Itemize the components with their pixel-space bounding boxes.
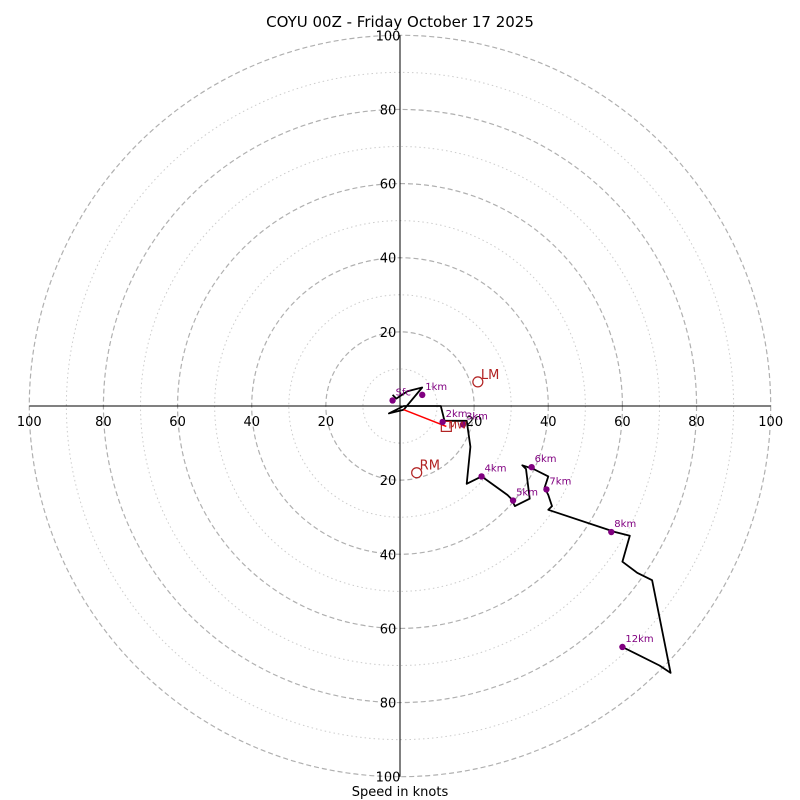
shear-vector xyxy=(403,409,452,432)
storm-motion-marker xyxy=(411,467,423,479)
y-tick-label: 80 xyxy=(380,697,397,712)
x-tick-label: 40 xyxy=(243,415,260,430)
height-marker-point xyxy=(528,463,535,471)
x-tick-label: 100 xyxy=(17,415,42,430)
axes xyxy=(29,35,771,777)
y-tick-label: 80 xyxy=(380,103,397,118)
y-tick-label: 40 xyxy=(380,252,397,267)
y-tick-label: 20 xyxy=(380,474,397,489)
storm-motion-marker xyxy=(472,376,484,388)
height-marker-point xyxy=(459,421,467,428)
hodograph-line xyxy=(387,386,672,674)
height-marker-point xyxy=(389,397,396,404)
height-marker-point xyxy=(608,528,615,536)
height-marker-label: 1km xyxy=(425,382,447,393)
hodograph-trace xyxy=(387,386,672,674)
height-marker-point xyxy=(619,643,626,651)
height-marker-label: 2km xyxy=(446,409,468,420)
y-tick-label: 40 xyxy=(380,548,397,563)
storm-motion-label: RM xyxy=(420,459,440,474)
tick-labels: 20 20 20 20 40 40 40 40 60 60 60 60 80 80 80 80 100 100 10… xyxy=(17,29,783,785)
height-marker-point xyxy=(543,486,550,493)
x-tick-label: 20 xyxy=(466,415,483,430)
chart-title: COYU 00Z - Friday October 17 2025 xyxy=(266,13,534,31)
height-marker-label: 12km xyxy=(625,634,653,645)
height-marker-label: 8km xyxy=(614,519,636,530)
mean-wind-label: MW xyxy=(448,420,467,431)
y-tick-label: 100 xyxy=(376,29,401,44)
storm-motion-markers: LM RM MW xyxy=(411,368,499,479)
height-marker-label: 4km xyxy=(485,463,507,474)
y-tick-label: 60 xyxy=(380,178,397,193)
height-marker-label: 3km xyxy=(466,412,488,423)
y-tick-label: 20 xyxy=(380,326,397,341)
x-tick-label: 40 xyxy=(540,415,557,430)
x-tick-label: 80 xyxy=(95,415,112,430)
y-tick-label: 60 xyxy=(380,622,397,637)
x-tick-label: 20 xyxy=(318,415,335,430)
y-tick-label: 100 xyxy=(376,771,401,786)
shear-vector-line xyxy=(403,409,447,428)
height-marker-label: 5km xyxy=(516,488,538,499)
x-tick-label: 80 xyxy=(688,415,705,430)
x-tick-label: 60 xyxy=(169,415,186,430)
height-marker-label: 6km xyxy=(535,454,557,465)
x-axis-label: Speed in knots xyxy=(352,785,449,800)
x-tick-label: 60 xyxy=(614,415,631,430)
height-marker-point xyxy=(439,418,446,426)
height-marker-label: 7km xyxy=(549,476,571,487)
x-tick-label: 100 xyxy=(758,415,783,430)
height-marker-point xyxy=(419,391,426,399)
height-marker-point xyxy=(478,473,485,480)
height-marker-point xyxy=(509,497,517,504)
mean-wind-marker xyxy=(440,420,452,432)
height-marker-label: Sfc xyxy=(396,387,411,398)
storm-motion-label: LM xyxy=(481,368,499,383)
